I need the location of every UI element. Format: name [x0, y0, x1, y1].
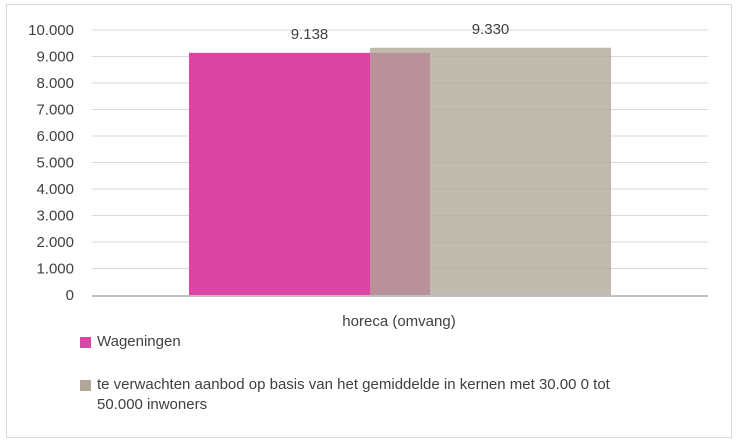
y-tick-label: 0 — [66, 287, 74, 304]
legend-item-wageningen: Wageningen — [80, 332, 181, 352]
legend-swatch-wageningen — [80, 337, 91, 348]
y-tick-label: 10.000 — [28, 22, 74, 39]
y-tick-label: 6.000 — [36, 128, 74, 145]
y-tick-label: 7.000 — [36, 102, 74, 119]
data-labels: 9.138 9.330 — [291, 21, 510, 43]
y-axis-ticks: 0 1.000 2.000 3.000 4.000 5.000 6.000 7.000 8.00… — [28, 22, 74, 304]
legend-label-expected-supply: te verwachten aanbod op basis van het ge… — [97, 375, 610, 415]
category-label: horeca (omvang) — [342, 313, 455, 330]
y-tick-label: 1.000 — [36, 261, 74, 278]
y-tick-label: 3.000 — [36, 208, 74, 225]
y-tick-label: 4.000 — [36, 181, 74, 198]
legend-item-expected-supply: te verwachten aanbod op basis van het ge… — [80, 375, 610, 415]
bar-expected-supply — [370, 47, 611, 295]
data-label-wageningen: 9.138 — [291, 26, 329, 43]
y-tick-label: 9.000 — [36, 49, 74, 66]
y-tick-label: 8.000 — [36, 75, 74, 92]
legend-label-wageningen: Wageningen — [97, 333, 181, 350]
y-tick-label: 2.000 — [36, 234, 74, 251]
bars — [189, 47, 611, 295]
legend-label-line-2: 50.000 inwoners — [97, 396, 208, 413]
chart-frame — [6, 4, 732, 438]
legend-swatch-expected-supply — [80, 380, 91, 391]
data-label-expected-supply: 9.330 — [472, 21, 510, 38]
y-tick-label: 5.000 — [36, 155, 74, 172]
legend-label-line-1: te verwachten aanbod op basis van het ge… — [97, 376, 610, 393]
